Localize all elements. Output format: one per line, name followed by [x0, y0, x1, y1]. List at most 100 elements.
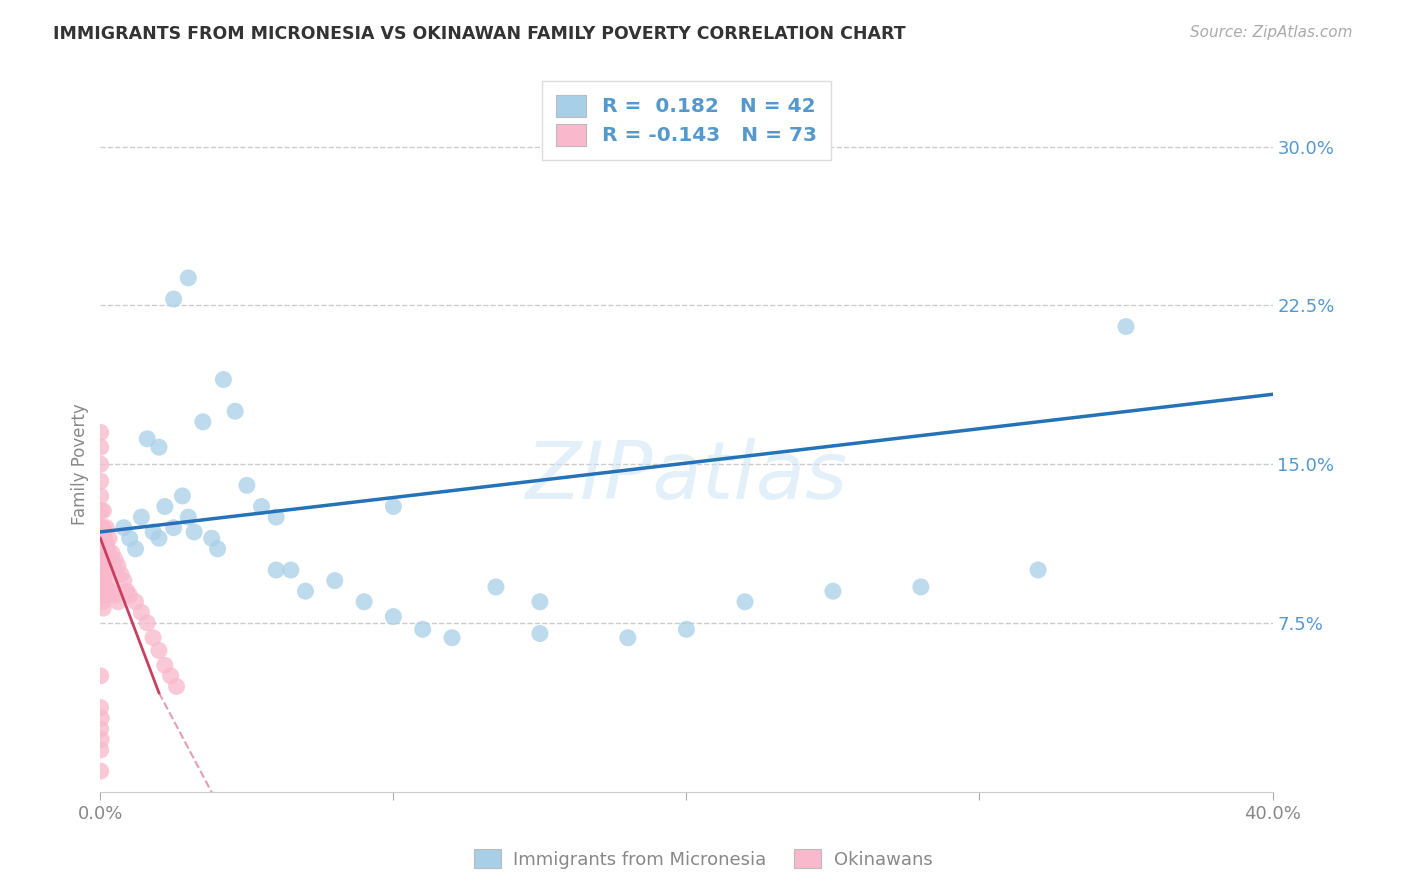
- Point: [280, 563, 302, 577]
- Legend: R =  0.182   N = 42, R = -0.143   N = 73: R = 0.182 N = 42, R = -0.143 N = 73: [541, 80, 831, 160]
- Point: [91, 541, 114, 556]
- Point: [107, 558, 129, 573]
- Point: [90, 732, 112, 747]
- Point: [91, 601, 114, 615]
- Point: [112, 574, 135, 588]
- Point: [177, 510, 200, 524]
- Point: [90, 538, 112, 552]
- Point: [90, 538, 112, 552]
- Point: [142, 524, 165, 539]
- Point: [294, 584, 316, 599]
- Point: [201, 531, 224, 545]
- Point: [148, 440, 170, 454]
- Point: [136, 615, 159, 630]
- Point: [148, 531, 170, 545]
- Point: [90, 669, 112, 683]
- Y-axis label: Family Poverty: Family Poverty: [72, 403, 89, 525]
- Point: [90, 440, 112, 454]
- Point: [93, 584, 115, 599]
- Point: [162, 292, 184, 306]
- Point: [323, 574, 346, 588]
- Point: [617, 631, 640, 645]
- Point: [529, 626, 551, 640]
- Point: [91, 574, 114, 588]
- Point: [107, 595, 129, 609]
- Text: Source: ZipAtlas.com: Source: ZipAtlas.com: [1189, 25, 1353, 40]
- Point: [212, 372, 235, 386]
- Point: [191, 415, 214, 429]
- Point: [90, 533, 112, 548]
- Point: [91, 589, 114, 603]
- Point: [97, 574, 120, 588]
- Point: [153, 658, 176, 673]
- Point: [90, 546, 112, 560]
- Point: [90, 584, 112, 599]
- Point: [207, 541, 229, 556]
- Point: [90, 572, 112, 586]
- Point: [153, 500, 176, 514]
- Point: [93, 524, 115, 539]
- Point: [96, 563, 118, 577]
- Point: [90, 563, 112, 577]
- Point: [101, 546, 124, 560]
- Point: [96, 589, 118, 603]
- Point: [148, 643, 170, 657]
- Point: [382, 609, 405, 624]
- Point: [1115, 319, 1137, 334]
- Point: [224, 404, 246, 418]
- Point: [90, 504, 112, 518]
- Point: [90, 474, 112, 488]
- Point: [91, 531, 114, 545]
- Point: [90, 524, 112, 539]
- Point: [124, 595, 146, 609]
- Point: [162, 521, 184, 535]
- Point: [98, 584, 121, 599]
- Point: [91, 567, 114, 582]
- Point: [172, 489, 194, 503]
- Point: [93, 531, 115, 545]
- Point: [136, 432, 159, 446]
- Point: [485, 580, 508, 594]
- Point: [1026, 563, 1049, 577]
- Point: [90, 457, 112, 471]
- Point: [97, 541, 120, 556]
- Point: [353, 595, 375, 609]
- Text: IMMIGRANTS FROM MICRONESIA VS OKINAWAN FAMILY POVERTY CORRELATION CHART: IMMIGRANTS FROM MICRONESIA VS OKINAWAN F…: [53, 25, 905, 43]
- Point: [96, 521, 118, 535]
- Point: [131, 605, 153, 619]
- Point: [183, 524, 205, 539]
- Point: [91, 538, 114, 552]
- Point: [177, 271, 200, 285]
- Point: [90, 700, 112, 714]
- Point: [91, 563, 114, 577]
- Point: [112, 521, 135, 535]
- Point: [118, 589, 141, 603]
- Point: [96, 538, 118, 552]
- Point: [529, 595, 551, 609]
- Point: [236, 478, 259, 492]
- Point: [104, 552, 127, 566]
- Point: [101, 584, 124, 599]
- Point: [821, 584, 844, 599]
- Point: [91, 524, 114, 539]
- Text: ZIPatlas: ZIPatlas: [526, 438, 848, 516]
- Point: [91, 546, 114, 560]
- Point: [90, 764, 112, 778]
- Point: [142, 631, 165, 645]
- Point: [90, 489, 112, 503]
- Point: [734, 595, 756, 609]
- Point: [675, 622, 697, 636]
- Point: [124, 541, 146, 556]
- Point: [91, 504, 114, 518]
- Point: [115, 584, 138, 599]
- Point: [90, 521, 112, 535]
- Point: [382, 500, 405, 514]
- Point: [412, 622, 434, 636]
- Point: [104, 589, 127, 603]
- Point: [91, 521, 114, 535]
- Point: [166, 680, 188, 694]
- Point: [91, 552, 114, 566]
- Point: [440, 631, 463, 645]
- Point: [264, 563, 287, 577]
- Point: [131, 510, 153, 524]
